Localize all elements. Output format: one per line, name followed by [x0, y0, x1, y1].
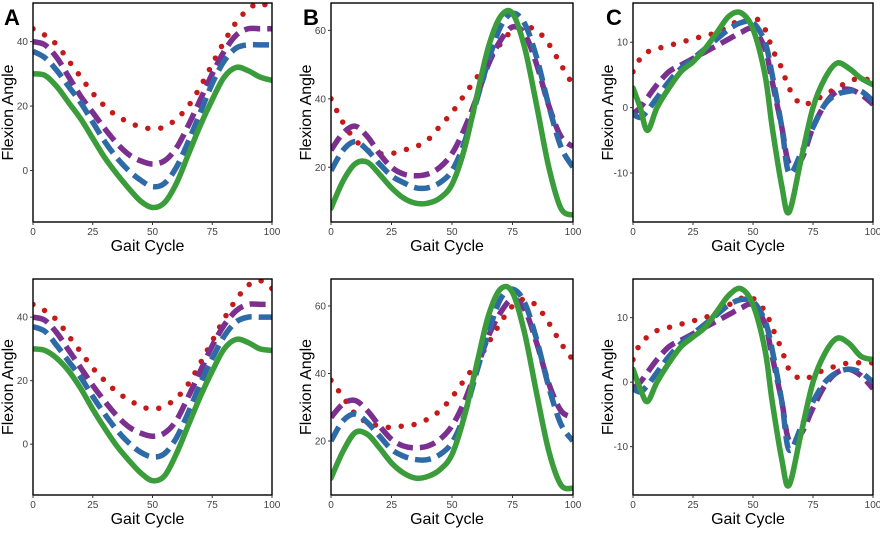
y-tick-label: 40	[17, 313, 29, 324]
series-group	[633, 9, 873, 216]
panel-letter-c: C	[606, 5, 622, 30]
y-tick-label: 60	[315, 302, 327, 313]
x-axis-title: Gait Cycle	[711, 511, 785, 528]
x-tick-label: 0	[328, 500, 334, 511]
series-purple-line	[33, 301, 272, 439]
x-tick-label: 0	[630, 500, 636, 511]
y-axis-title: Flexion Angle	[0, 339, 17, 435]
y-tick-label: 0	[22, 166, 28, 177]
y-tick-label: 0	[622, 378, 628, 389]
x-tick-label: 25	[87, 227, 99, 238]
chart-c-top: 0 25 50 75 100 -10 0 10 Gait Cycle Flexion Angle	[600, 2, 880, 255]
series-red-line	[331, 296, 573, 431]
x-axis-title: Gait Cycle	[111, 511, 185, 528]
series-purple-line	[633, 25, 873, 169]
series-green-line	[331, 7, 573, 218]
x-tick-label: 100	[264, 500, 281, 511]
y-tick-label: 20	[315, 437, 327, 448]
y-axis-title: Flexion Angle	[600, 339, 617, 435]
series-purple-line	[331, 23, 573, 179]
series-blue-line	[633, 18, 873, 177]
x-tick-label: 50	[147, 500, 159, 511]
x-tick-label: 75	[507, 500, 519, 511]
series-green-line	[33, 64, 272, 211]
x-tick-label: 50	[747, 227, 759, 238]
y-tick-label: 40	[17, 37, 29, 48]
x-tick-label: 75	[807, 227, 819, 238]
chart-c-bottom: 0 25 50 75 100 -10 0 10 Gait Cycle Flexion Angle	[600, 278, 880, 528]
y-tick-label: -10	[614, 442, 629, 453]
series-blue-line	[331, 286, 573, 463]
x-tick-label: 25	[687, 227, 699, 238]
x-tick-label: 0	[630, 227, 636, 238]
series-blue-line	[33, 41, 272, 190]
x-tick-label: 0	[30, 500, 36, 511]
x-tick-label: 0	[30, 227, 36, 238]
y-tick-label: 20	[17, 102, 29, 113]
x-tick-label: 75	[207, 227, 219, 238]
x-tick-label: 100	[865, 500, 880, 511]
x-tick-label: 75	[507, 227, 519, 238]
y-tick-label: 40	[315, 94, 327, 105]
series-green-line	[331, 283, 573, 492]
chart-b-top: 0 25 50 75 100 20 40 60 Gait Cycle Flexion Angle	[298, 2, 582, 255]
chart-b-bottom: 0 25 50 75 100 20 40 60 Gait Cycle Flexion Angle	[298, 278, 582, 528]
series-blue-line	[633, 296, 873, 454]
y-tick-label: 40	[315, 369, 327, 380]
x-tick-label: 75	[807, 500, 819, 511]
x-tick-label: 25	[386, 227, 398, 238]
x-tick-label: 0	[328, 227, 334, 238]
series-group	[331, 7, 573, 218]
x-tick-label: 25	[687, 500, 699, 511]
x-tick-label: 50	[446, 227, 458, 238]
y-tick-label: 60	[315, 26, 327, 37]
series-group	[331, 283, 573, 492]
x-axis-title: Gait Cycle	[410, 511, 484, 528]
x-axis-title: Gait Cycle	[111, 238, 185, 255]
x-tick-label: 25	[87, 500, 99, 511]
series-blue-line	[331, 10, 573, 192]
chart-a-top: 0 25 50 75 100 0 20 40 Gait Cycle Flexion Angle	[0, 2, 281, 255]
x-tick-label: 50	[147, 227, 159, 238]
x-tick-label: 100	[565, 227, 582, 238]
x-axis-title: Gait Cycle	[711, 238, 785, 255]
x-tick-label: 100	[865, 227, 880, 238]
y-axis-title: Flexion Angle	[298, 64, 315, 160]
series-group	[633, 285, 873, 489]
chart-a-bottom: 0 25 50 75 100 0 20 40 Gait Cycle Flexion Angle	[0, 278, 281, 528]
y-tick-label: 20	[315, 163, 327, 174]
series-red-line	[33, 279, 272, 412]
x-tick-label: 50	[747, 500, 759, 511]
series-green-line	[33, 336, 272, 484]
y-tick-label: -10	[614, 168, 629, 179]
x-tick-label: 100	[565, 500, 582, 511]
series-purple-line	[33, 25, 272, 167]
panel-letter-a: A	[4, 5, 20, 30]
x-tick-label: 75	[207, 500, 219, 511]
x-axis-title: Gait Cycle	[410, 238, 484, 255]
y-tick-label: 10	[617, 313, 629, 324]
y-axis-title: Flexion Angle	[298, 339, 315, 435]
y-tick-label: 10	[617, 38, 629, 49]
series-group	[33, 3, 272, 211]
y-axis-title: Flexion Angle	[0, 64, 17, 160]
y-axis-title: Flexion Angle	[600, 64, 617, 160]
series-group	[33, 279, 272, 484]
series-green-line	[633, 9, 873, 216]
panel-letter-b: B	[303, 5, 319, 30]
x-tick-label: 25	[386, 500, 398, 511]
x-tick-label: 50	[446, 500, 458, 511]
series-blue-line	[33, 314, 272, 460]
y-tick-label: 20	[17, 376, 29, 387]
series-green-line	[633, 285, 873, 489]
x-tick-label: 100	[264, 227, 281, 238]
y-tick-label: 0	[22, 440, 28, 451]
y-tick-label: 0	[622, 103, 628, 114]
